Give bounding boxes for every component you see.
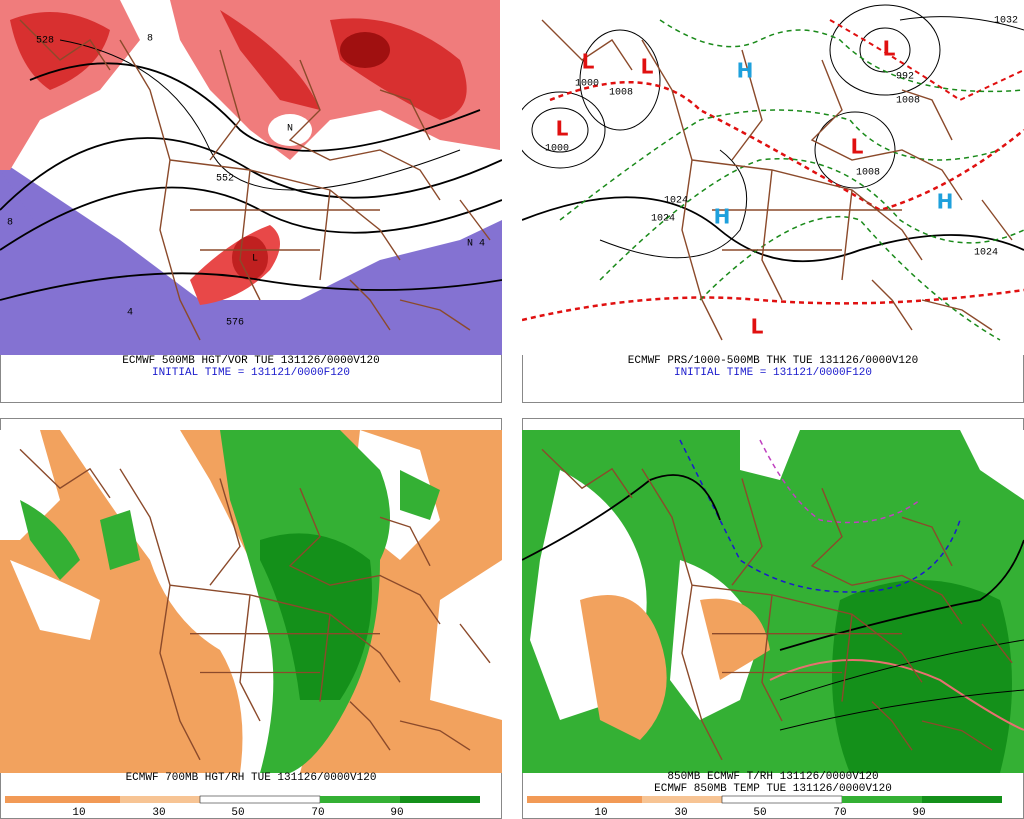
isobar-label: 1032 (994, 16, 1018, 27)
contour-label: N (467, 239, 473, 250)
colorbar-label: 50 (753, 807, 766, 819)
isobar-label: 1008 (896, 96, 920, 107)
low-center: L (751, 315, 764, 339)
contour-label: 528 (36, 36, 54, 47)
contour-label: 552 (216, 174, 234, 185)
colorbar-label: 10 (72, 807, 85, 819)
low-center: L (851, 135, 864, 159)
colorbar-label: 70 (311, 807, 324, 819)
isobar-label: 1024 (651, 214, 675, 225)
contour-label: 8 (147, 34, 153, 45)
colorbar-label: 30 (674, 807, 687, 819)
vorticity-map (0, 0, 502, 355)
isobar-label: 992 (896, 72, 914, 83)
colorbar (527, 795, 1002, 804)
high-center: H (937, 190, 954, 214)
temperature-humidity-map (522, 430, 1024, 773)
colorbar-label: 70 (833, 807, 846, 819)
contour-label: 4 (479, 239, 485, 250)
subcaption: INITIAL TIME = 131121/0000F120 (152, 367, 350, 379)
high-center: H (737, 59, 754, 83)
caption: ECMWF 700MB HGT/RH TUE 131126/0000V120 (126, 772, 377, 784)
isobar-label: 1008 (856, 168, 880, 179)
isobar-label: 1024 (664, 196, 688, 207)
contour-label: 576 (226, 318, 244, 329)
subcaption: ECMWF 850MB TEMP TUE 131126/0000V120 (654, 783, 892, 795)
contour-label: L (252, 254, 258, 265)
caption: ECMWF PRS/1000-500MB THK TUE 131126/0000… (628, 355, 918, 367)
colorbar-label: 90 (912, 807, 925, 819)
low-center: L (582, 50, 595, 74)
caption: 850MB ECMWF T/RH 131126/0000V120 (667, 771, 878, 783)
colorbar-label: 10 (594, 807, 607, 819)
colorbar-label: 90 (390, 807, 403, 819)
high-center: H (714, 205, 731, 229)
low-center: L (883, 37, 896, 61)
colorbar (5, 795, 480, 804)
contour-label: 4 (127, 308, 133, 319)
humidity-map (0, 430, 502, 773)
isobar-label: 1024 (974, 248, 998, 259)
isobar-label: 1000 (575, 79, 599, 90)
contour-label: N (287, 124, 293, 135)
caption: ECMWF 500MB HGT/VOR TUE 131126/0000V120 (122, 355, 379, 367)
low-center: L (641, 55, 654, 79)
isobar-label: 1008 (609, 88, 633, 99)
contour-label: 8 (7, 218, 13, 229)
colorbar-label: 30 (152, 807, 165, 819)
colorbar-label: 50 (231, 807, 244, 819)
isobar-label: 1000 (545, 144, 569, 155)
pressure-map (522, 0, 1024, 355)
low-center: L (556, 117, 569, 141)
subcaption: INITIAL TIME = 131121/0000F120 (674, 367, 872, 379)
